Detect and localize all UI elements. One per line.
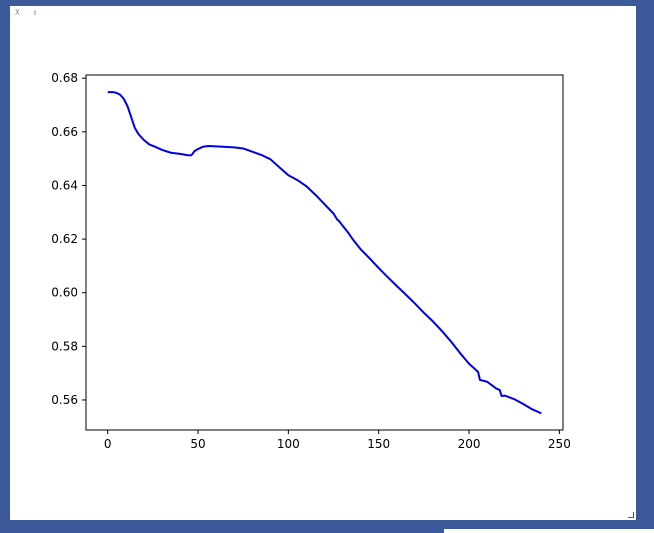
resize-handle[interactable]: [628, 512, 634, 518]
x-tick-label: 150: [367, 437, 390, 451]
y-tick-label: 0.56: [51, 393, 78, 407]
x-axis: 0 50 100 150 200 250: [104, 430, 571, 451]
y-tick-label: 0.58: [51, 339, 78, 353]
close-icon[interactable]: X: [15, 8, 22, 17]
x-tick-label: 200: [458, 437, 481, 451]
x-tick-label: 100: [277, 437, 300, 451]
y-tick-label: 0.64: [51, 178, 78, 192]
status-strip: [444, 529, 654, 533]
y-tick-label: 0.68: [51, 71, 78, 85]
y-tick-label: 0.60: [51, 286, 78, 300]
series-group: [107, 91, 542, 415]
y-axis: 0.56 0.58 0.60 0.62 0.64 0.66 0.68: [51, 71, 86, 407]
y-tick-label: 0.66: [51, 125, 78, 139]
plot-frame: [85, 74, 564, 431]
line-chart: 0 50 100 150 200 250 0.56 0.58 0.60 0.62 0.64 0.66…: [51, 71, 571, 451]
pin-icon[interactable]: ⇕: [32, 8, 40, 17]
x-tick-label: 50: [190, 437, 205, 451]
series-line: [107, 91, 542, 415]
window-controls: X ⇕: [15, 8, 43, 17]
y-tick-label: 0.62: [51, 232, 78, 246]
plot-window: X ⇕ 0 50 100 150 200 250 0.56 0.58 0.60 0.62 0.64…: [10, 6, 636, 520]
x-tick-label: 250: [548, 437, 571, 451]
x-tick-label: 0: [104, 437, 112, 451]
